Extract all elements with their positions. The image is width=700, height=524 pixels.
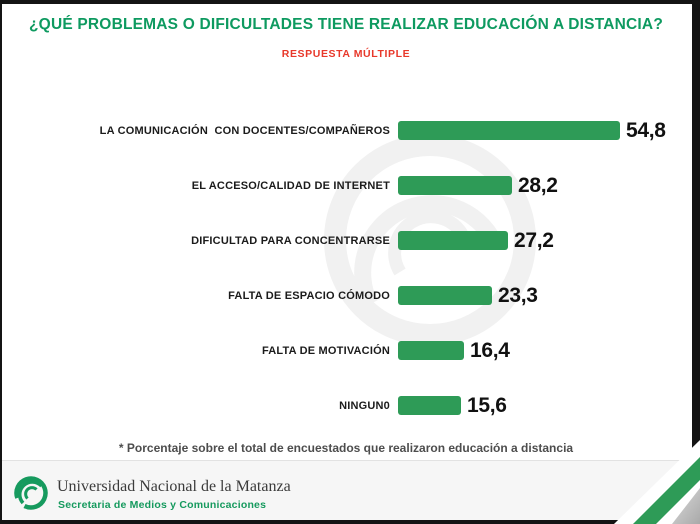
frame-border-top [0,0,700,4]
bar-category-label: FALTA DE MOTIVACIÓN [261,345,390,357]
frame-border-left [0,0,2,524]
bar-row: DIFICULTAD PARA CONCENTRARSE 27,2 [0,227,692,255]
bar-value-label: 23,3 [498,284,538,307]
footer-band: Universidad Nacional de la Matanza Secre… [2,460,692,521]
bar-category-label: LA COMUNICACIÓN CON DOCENTES/COMPAÑEROS [99,125,390,137]
bar-value-label: 15,6 [467,394,507,417]
chart-footnote: * Porcentaje sobre el total de encuestad… [118,441,574,455]
unlam-logo-icon [14,476,48,510]
bar [398,396,461,415]
bar-category-label: NINGUN0 [339,400,390,412]
bar-row: FALTA DE MOTIVACIÓN 16,4 [0,337,692,365]
frame-border-right [692,0,700,524]
bar [398,341,464,360]
university-name: Universidad Nacional de la Matanza [57,478,291,495]
chart-title: ¿QUÉ PROBLEMAS O DIFICULTADES TIENE REAL… [29,16,663,33]
chart-subtitle: RESPUESTA MÚLTIPLE [281,48,411,60]
corner-stripe-decoration [614,440,700,524]
bar-value-label: 28,2 [518,174,558,197]
bar-value-label: 16,4 [470,339,510,362]
bar [398,286,492,305]
bar [398,176,512,195]
department-name: Secretaria de Medios y Comunicaciones [58,499,267,511]
bar-category-label: FALTA DE ESPACIO CÓMODO [228,290,390,302]
frame-border-bottom [0,520,700,524]
bar-row: EL ACCESO/CALIDAD DE INTERNET 28,2 [0,172,692,200]
unlam-logo-watermark-icon [324,134,536,346]
bar-category-label: EL ACCESO/CALIDAD DE INTERNET [191,180,390,192]
bar [398,231,508,250]
bar-row: NINGUN0 15,6 [0,392,692,420]
bar-value-label: 27,2 [514,229,554,252]
bar [398,121,620,140]
bar-category-label: DIFICULTAD PARA CONCENTRARSE [191,235,390,247]
bar-row: FALTA DE ESPACIO CÓMODO 23,3 [0,282,692,310]
bar-value-label: 54,8 [626,119,666,142]
bar-row: LA COMUNICACIÓN CON DOCENTES/COMPAÑEROS 5… [0,117,692,145]
